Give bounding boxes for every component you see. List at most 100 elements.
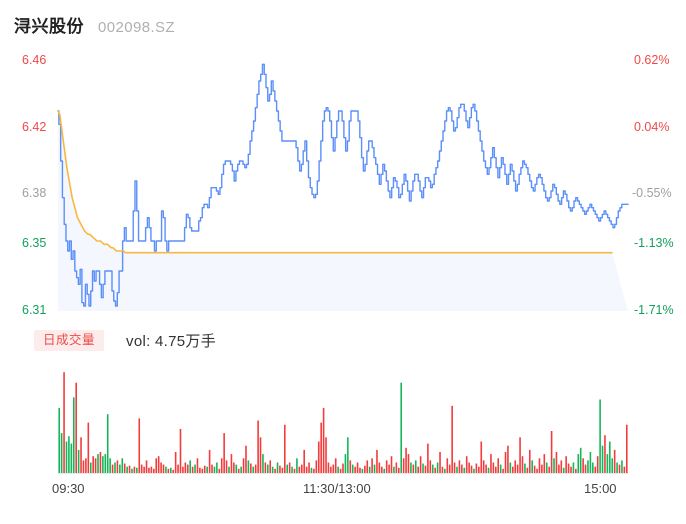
volume-bar bbox=[172, 469, 175, 473]
volume-bar bbox=[592, 462, 594, 473]
volume-bar bbox=[344, 454, 347, 473]
volume-bar bbox=[613, 449, 616, 473]
volume-bar bbox=[199, 467, 201, 473]
average-price-line bbox=[57, 110, 613, 254]
volume-bar bbox=[351, 464, 354, 473]
percent-tick-right-1: 0.04% bbox=[634, 119, 670, 134]
volume-bar bbox=[123, 463, 126, 473]
volume-bar bbox=[303, 449, 305, 473]
volume-bar bbox=[364, 465, 366, 473]
percent-tick-right-3: -1.13% bbox=[634, 236, 674, 251]
volume-bar bbox=[373, 464, 376, 473]
price-chart[interactable]: 6.46 6.42 6.38 6.35 6.31 0.62% 0.04% -0.55% -1.1… bbox=[0, 45, 686, 317]
volume-bar bbox=[271, 466, 274, 473]
x-tick-0: 09:30 bbox=[52, 481, 85, 496]
volume-bar bbox=[419, 456, 422, 473]
volume-bar bbox=[417, 466, 419, 473]
volume-bar bbox=[233, 462, 235, 473]
volume-bar bbox=[381, 466, 383, 473]
volume-bar bbox=[250, 463, 252, 473]
volume-bar bbox=[283, 424, 286, 473]
volume-bar bbox=[448, 464, 451, 473]
volume-bar bbox=[456, 466, 458, 473]
price-chart-svg[interactable] bbox=[0, 45, 686, 315]
volume-bar bbox=[320, 422, 322, 473]
volume-bar bbox=[599, 399, 601, 473]
percent-tick-right-4: -1.71% bbox=[634, 303, 674, 317]
volume-bar bbox=[264, 462, 267, 473]
volume-bar bbox=[359, 467, 361, 473]
volume-bar bbox=[223, 433, 225, 473]
volume-bar bbox=[458, 460, 461, 473]
price-tick-left-3: 6.35 bbox=[22, 236, 47, 251]
percent-tick-right-0: 0.62% bbox=[634, 53, 670, 67]
volume-bar bbox=[446, 458, 449, 473]
volume-chart-svg[interactable] bbox=[0, 360, 686, 478]
volume-badge[interactable]: 日成交量 bbox=[34, 330, 105, 351]
volume-bar bbox=[584, 464, 587, 473]
volume-bar bbox=[267, 464, 269, 473]
volume-bar bbox=[153, 468, 155, 473]
volume-bar bbox=[119, 464, 121, 473]
volume-bar bbox=[625, 424, 628, 473]
volume-bar bbox=[412, 464, 415, 473]
volume-bar bbox=[286, 464, 289, 473]
volume-bar bbox=[371, 458, 373, 473]
volume-bar bbox=[157, 456, 160, 473]
volume-bar bbox=[189, 460, 191, 473]
volume-bar bbox=[235, 464, 238, 473]
volume-bar bbox=[330, 466, 332, 473]
volume-bar bbox=[609, 441, 611, 473]
volume-bar bbox=[558, 464, 560, 473]
volume-header: 日成交量 vol: 4.75万手 bbox=[34, 330, 216, 351]
volume-chart[interactable] bbox=[0, 360, 686, 478]
volume-bar bbox=[407, 454, 410, 473]
volume-bar bbox=[388, 464, 390, 473]
volume-bar bbox=[533, 465, 536, 473]
volume-bar bbox=[570, 466, 572, 473]
price-line bbox=[57, 63, 629, 307]
volume-bar bbox=[354, 466, 356, 473]
volume-bar bbox=[259, 437, 262, 473]
volume-bar bbox=[82, 460, 85, 473]
volume-bar bbox=[545, 462, 548, 473]
volume-bar bbox=[410, 462, 412, 473]
volume-bar bbox=[128, 465, 131, 473]
volume-bar bbox=[349, 460, 352, 473]
volume-bar bbox=[475, 463, 478, 473]
volume-bar bbox=[184, 462, 187, 473]
volume-bar bbox=[325, 437, 327, 473]
volume-bar bbox=[72, 397, 75, 473]
volume-bar bbox=[143, 466, 145, 473]
volume-bar bbox=[414, 460, 417, 473]
volume-bar bbox=[252, 466, 255, 473]
volume-bar bbox=[310, 467, 313, 473]
volume-bar bbox=[429, 460, 432, 473]
volume-bar bbox=[167, 468, 170, 473]
volume-bar bbox=[422, 463, 424, 473]
volume-bar bbox=[155, 458, 158, 473]
volume-bar bbox=[293, 468, 296, 473]
volume-bar bbox=[121, 458, 124, 473]
volume-bar bbox=[230, 454, 233, 473]
volume-bar bbox=[587, 460, 589, 473]
volume-bar bbox=[521, 456, 524, 473]
volume-bar bbox=[463, 467, 466, 473]
volume-bar bbox=[334, 458, 337, 473]
volume-bar bbox=[504, 452, 507, 473]
volume-bar bbox=[434, 467, 436, 473]
volume-bar bbox=[594, 466, 597, 473]
volume-bar bbox=[526, 467, 529, 473]
volume-bar bbox=[162, 464, 165, 473]
volume-value-text: vol: 4.75万手 bbox=[126, 333, 217, 350]
volume-bar bbox=[337, 466, 339, 473]
volume-bar bbox=[274, 468, 276, 473]
volume-bar bbox=[393, 466, 395, 473]
volume-bar bbox=[495, 466, 497, 473]
volume-bar bbox=[347, 437, 349, 473]
volume-bar bbox=[308, 462, 310, 473]
volume-bar bbox=[616, 462, 618, 473]
volume-bar bbox=[366, 460, 369, 473]
volume-bar bbox=[606, 454, 609, 473]
